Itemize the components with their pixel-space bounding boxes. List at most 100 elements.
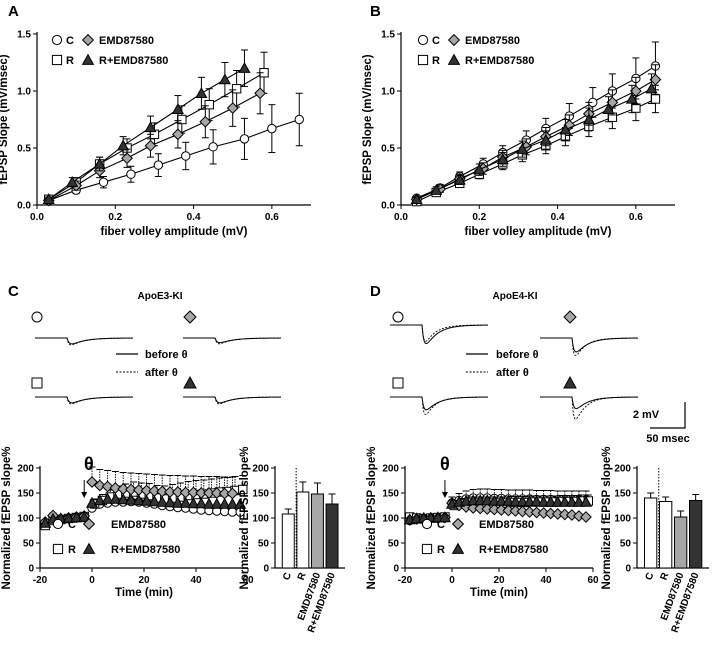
data-point <box>294 114 304 125</box>
legend-marker-emd <box>81 33 95 47</box>
data-point <box>156 495 169 507</box>
data-point <box>101 492 114 504</box>
legend-b-markers <box>417 33 461 66</box>
trace-after <box>63 337 134 346</box>
data-point <box>195 87 208 98</box>
data-point <box>218 73 231 85</box>
y-axis-title: Normalized fEPSP slope% <box>239 447 251 590</box>
data-point <box>126 169 136 179</box>
legend-marker-r <box>417 54 429 66</box>
legend-d: C EMD87580 R R+EMD87580 <box>437 519 548 556</box>
data-point <box>132 494 145 506</box>
data-point <box>530 495 543 507</box>
bar-category-label: R <box>296 571 309 582</box>
data-point <box>210 497 223 509</box>
bar-category-label: C <box>281 571 294 582</box>
series-emd87580 <box>403 497 592 526</box>
trace-marker <box>392 377 404 389</box>
trace-legend-d: before θ after θ <box>466 349 539 379</box>
x-tick-label: 60 <box>587 575 599 586</box>
trace-after <box>568 337 639 356</box>
data-point <box>117 493 130 505</box>
data-point <box>410 193 423 204</box>
data-point <box>124 493 138 505</box>
legend-d-r-label: R <box>437 544 445 556</box>
legend-b-c-label: C <box>432 35 440 47</box>
condition-title-d: ApoE4-KI <box>493 291 538 302</box>
y-tick-label: 50 <box>388 539 400 550</box>
legend-marker-c <box>51 34 63 46</box>
y-tick-label: 0 <box>625 564 631 575</box>
trace-after <box>211 396 282 405</box>
bar-category-label: R <box>659 571 672 582</box>
bar-r <box>296 491 310 569</box>
data-point <box>239 134 250 144</box>
trace-marker <box>31 377 43 389</box>
trace-after <box>211 337 282 345</box>
legend-c: C EMD87580 R R+EMD87580 <box>68 519 180 556</box>
data-point <box>153 160 164 170</box>
data-point <box>101 480 114 493</box>
bar-r <box>659 501 673 569</box>
y-tick-label: 0.0 <box>381 201 395 212</box>
x-tick-label: 0 <box>89 575 95 586</box>
data-point <box>171 496 184 508</box>
legend-c-c-label: C <box>68 519 76 531</box>
x-tick-label: 0.6 <box>629 212 643 223</box>
legend-b-r-label: R <box>432 55 440 67</box>
chart-a: 0.0 0.5 1.0 1.5 0.0 0.2 0.4 0.6 fiber volley amp… <box>0 30 311 238</box>
y-tick-label: 200 <box>17 464 34 475</box>
data-point <box>481 494 494 506</box>
series-emd87580 <box>39 466 239 528</box>
series-c <box>411 41 661 203</box>
legend-marker-r <box>52 543 64 555</box>
panel-letter-a: A <box>8 3 19 20</box>
y-tick-label: 1.5 <box>381 30 395 41</box>
bar-c <box>644 497 658 569</box>
data-point <box>559 123 572 135</box>
series-line <box>416 65 656 199</box>
series-rplus-emd87580 <box>410 73 658 204</box>
data-point <box>144 139 157 152</box>
y-tick-label: 200 <box>382 464 399 475</box>
data-point <box>78 510 91 522</box>
trace-after <box>568 396 639 420</box>
y-axis-title: Normalized fEPSP slope% <box>601 447 613 590</box>
bar-emd87580 <box>674 516 688 569</box>
chart-b: 0.0 0.5 1.0 1.5 0.0 0.2 0.4 0.6 fiber volley amp… <box>362 30 675 238</box>
legend-marker-c <box>417 34 429 46</box>
series-rplus-emd87580 <box>42 49 251 204</box>
data-point <box>187 497 200 509</box>
x-tick-label: 0.6 <box>265 212 279 223</box>
scale-bar: 2 mV 50 msec <box>633 402 690 445</box>
data-point <box>86 476 98 488</box>
legend-a-markers <box>51 33 95 66</box>
data-point <box>226 102 239 115</box>
y-tick-label: 200 <box>252 464 269 475</box>
y-tick-label: 150 <box>382 489 399 500</box>
y-tick-label: 50 <box>258 539 270 550</box>
legend-a-remd-label: R+EMD87580 <box>99 55 168 67</box>
legend-marker-c <box>52 518 64 530</box>
series-rplus-emd87580 <box>39 492 247 528</box>
data-point <box>473 163 486 175</box>
bar-category-label: C <box>644 571 657 582</box>
x-tick-label: 20 <box>493 575 505 586</box>
data-point <box>226 497 239 509</box>
data-point <box>199 115 212 128</box>
series-c <box>44 92 304 206</box>
data-point <box>579 495 592 507</box>
data-point <box>181 151 191 161</box>
data-point <box>195 497 208 509</box>
plots-layer: 0.0 0.5 1.0 1.5 0.0 0.2 0.4 0.6 fiber volley amp… <box>0 30 709 634</box>
theta-label-c: θ <box>84 454 94 474</box>
theta-label-d: θ <box>440 454 450 474</box>
data-point <box>254 87 267 100</box>
data-point <box>218 497 231 509</box>
legend-marker-remd <box>82 542 96 554</box>
data-point <box>430 183 443 195</box>
legend-b-emd-label: EMD87580 <box>465 35 520 47</box>
data-point <box>650 94 661 104</box>
trace-marker <box>31 311 43 323</box>
